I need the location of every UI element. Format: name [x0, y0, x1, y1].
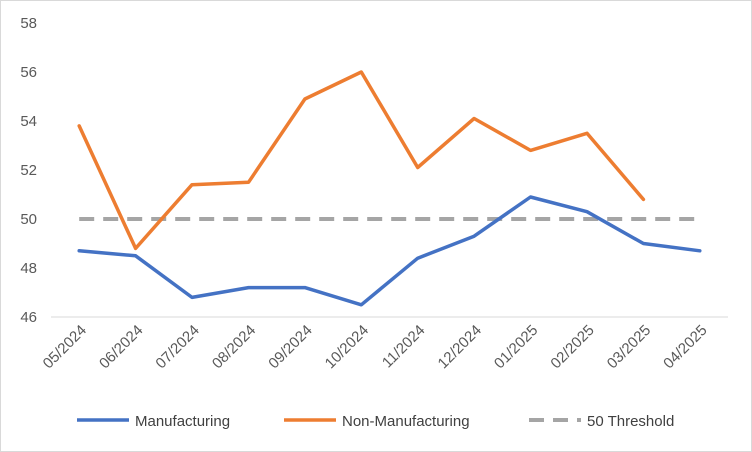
legend: Manufacturing Non-Manufacturing 50 Thresho… — [77, 413, 674, 430]
x-tick-label: 04/2025 — [660, 322, 710, 372]
x-tick-label: 10/2024 — [322, 322, 372, 372]
legend-label: Non-Manufacturing — [342, 413, 470, 430]
y-tick-label: 58 — [20, 15, 37, 32]
x-tick-label: 09/2024 — [265, 322, 315, 372]
x-tick-label: 12/2024 — [435, 322, 485, 372]
series-line-manufacturing — [77, 195, 702, 307]
x-tick-label: 02/2025 — [547, 322, 597, 372]
y-axis-ticks: 46 48 50 52 54 56 58 — [20, 15, 37, 326]
y-tick-label: 56 — [20, 64, 37, 81]
x-tick-label: 03/2025 — [604, 322, 654, 372]
series-line-non-manufacturing — [77, 70, 646, 251]
x-tick-label: 11/2024 — [379, 322, 429, 372]
x-tick-label: 07/2024 — [152, 322, 202, 372]
y-tick-label: 52 — [20, 162, 37, 179]
y-tick-label: 48 — [20, 260, 37, 277]
y-tick-label: 46 — [20, 309, 37, 326]
legend-label: 50 Threshold — [587, 413, 674, 430]
x-tick-label: 08/2024 — [209, 322, 259, 372]
x-tick-label: 01/2025 — [491, 322, 541, 372]
legend-label: Manufacturing — [135, 413, 230, 430]
x-axis-ticks: 05/2024 06/2024 07/2024 08/2024 09/2024 10/20… — [40, 322, 711, 372]
series-lines — [77, 70, 702, 307]
x-tick-label: 05/2024 — [40, 322, 90, 372]
y-tick-label: 50 — [20, 211, 37, 228]
x-tick-label: 06/2024 — [96, 322, 146, 372]
y-tick-label: 54 — [20, 113, 37, 130]
